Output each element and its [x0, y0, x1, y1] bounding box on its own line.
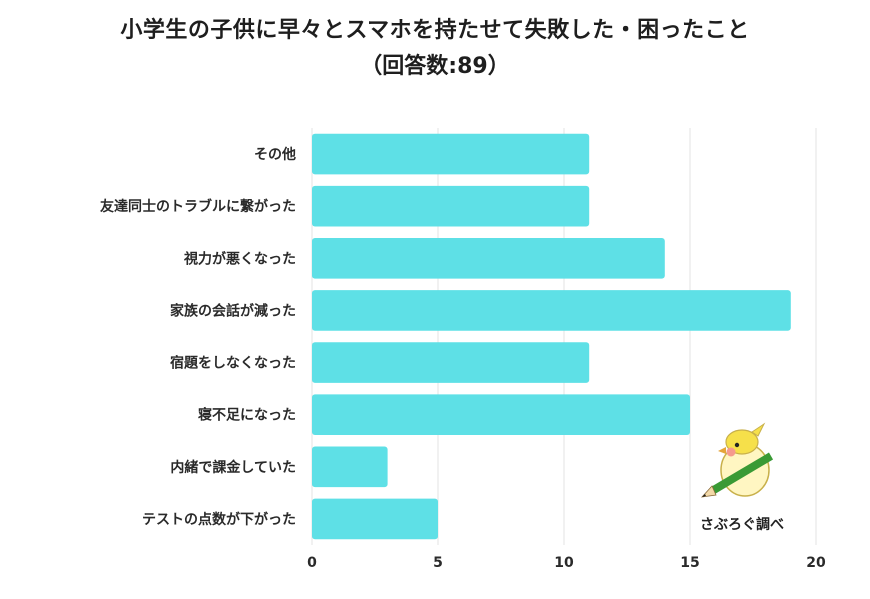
x-tick-label: 20 — [806, 555, 826, 571]
x-tick-label: 0 — [307, 555, 317, 571]
bar — [312, 394, 690, 436]
bar — [312, 133, 590, 175]
category-label: その他 — [254, 146, 296, 163]
bar — [312, 185, 590, 227]
category-labels: その他友達同士のトラブルに繋がった視力が悪くなった家族の会話が減った宿題をしなく… — [100, 146, 296, 528]
category-label: 友達同士のトラブルに繋がった — [100, 198, 296, 215]
category-label: 視力が悪くなった — [183, 250, 296, 267]
bar — [312, 498, 438, 540]
x-tick-labels: 0 5 10 15 20 — [307, 555, 826, 571]
bar — [312, 237, 665, 279]
x-tick-label: 5 — [433, 555, 443, 571]
bar — [312, 342, 590, 383]
x-tick-label: 10 — [554, 555, 574, 571]
category-label: テストの点数が下がった — [142, 511, 296, 528]
category-label: 宿題をしなくなった — [170, 355, 296, 372]
category-label: 家族の会話が減った — [170, 302, 296, 319]
bars — [312, 133, 791, 540]
chart-subtitle: （回答数:89） — [360, 54, 510, 79]
category-label: 内緒で課金していた — [170, 459, 296, 476]
mascot-logo: さぶろぐ調べ — [700, 422, 784, 533]
bar — [312, 290, 791, 331]
chart-title: 小学生の子供に早々とスマホを持たせて失敗した・困ったこと — [120, 18, 750, 43]
x-tick-label: 15 — [680, 555, 699, 571]
pencil-icon — [700, 452, 774, 498]
bar — [312, 446, 388, 488]
watermark-label: さぶろぐ調べ — [700, 516, 784, 533]
category-label: 寝不足になった — [198, 407, 296, 424]
